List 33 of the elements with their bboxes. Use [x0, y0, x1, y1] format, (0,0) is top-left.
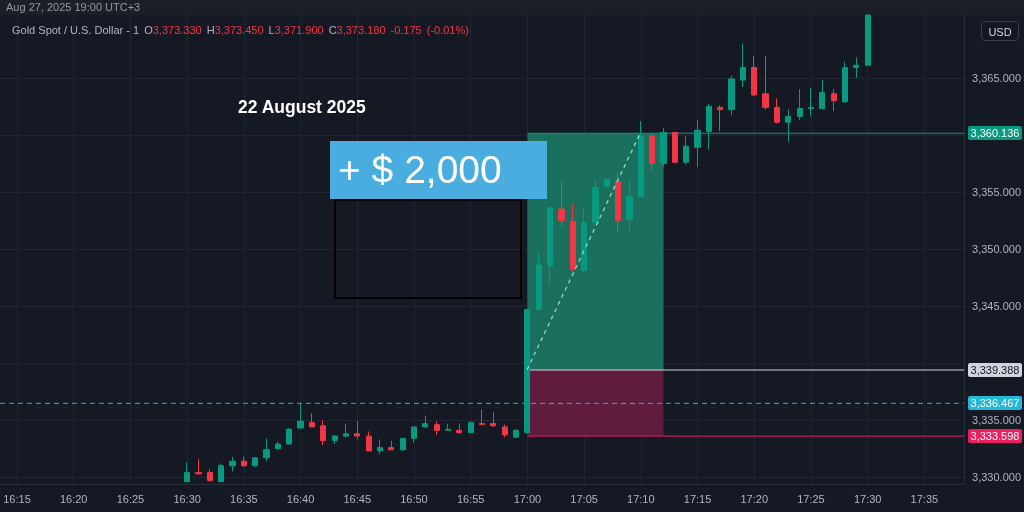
x-tick-label: 17:10: [627, 492, 655, 505]
text: Aug 27, 2025 19:00 UTC+3: [6, 1, 141, 14]
x-tick-label: 16:40: [286, 492, 315, 505]
y-tick-label: 3,335.000: [972, 414, 1021, 427]
x-tick-label: 17:20: [740, 492, 768, 505]
ref-line-label: 3,339.388: [968, 363, 1022, 378]
y-tick-label: 3,330.000: [972, 471, 1021, 484]
annotation: 22 August 2025: [238, 97, 366, 118]
x-tick-label: 17:15: [683, 492, 712, 505]
y-tick-label: 3,355.000: [972, 185, 1021, 198]
x-tick-label: 17:30: [853, 492, 882, 505]
ref-line-label: 3,336.467: [968, 396, 1022, 411]
x-tick-label: 16:30: [173, 492, 201, 505]
y-tick-label: 3,365.000: [972, 71, 1021, 84]
x-tick-label: 16:15: [3, 492, 31, 505]
x-tick-label: 16:45: [343, 492, 372, 505]
annotation: + $ 2,000: [330, 141, 547, 199]
x-tick-label: 16:55: [456, 492, 485, 505]
x-tick-label: 17:35: [910, 492, 939, 505]
x-tick-label: 17:05: [570, 492, 598, 505]
y-tick-label: 3,350.000: [972, 242, 1021, 255]
x-tick-label: 16:35: [230, 492, 258, 505]
x-tick-label: 16:50: [400, 492, 428, 505]
ref-line-label: 3,360.136: [968, 126, 1022, 141]
x-tick-label: 17:00: [513, 492, 542, 505]
ref-line-label: 3,333.598: [968, 429, 1022, 444]
y-tick-label: 3,345.000: [972, 299, 1021, 312]
text: Gold Spot / U.S. Dollar - 1: [12, 24, 140, 36]
y-axis-title: USD: [981, 21, 1019, 41]
x-tick-label: 17:25: [797, 492, 825, 505]
text: O3,373.330 H3,373.450 L3,371.900 C3,373.180 -0.175 (-0.01%): [144, 24, 469, 36]
x-tick-label: 16:20: [59, 492, 88, 505]
x-tick-label: 16:25: [116, 492, 145, 505]
